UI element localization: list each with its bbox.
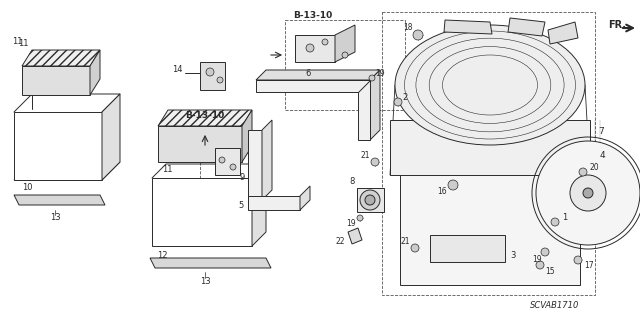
Polygon shape xyxy=(242,110,252,162)
Text: 19: 19 xyxy=(375,70,385,78)
Text: 17: 17 xyxy=(584,262,594,271)
Circle shape xyxy=(551,218,559,226)
Polygon shape xyxy=(215,148,240,175)
Text: 2: 2 xyxy=(402,93,407,102)
Polygon shape xyxy=(390,120,590,175)
Polygon shape xyxy=(252,164,266,246)
Polygon shape xyxy=(430,235,505,262)
Text: SCVAB1710: SCVAB1710 xyxy=(530,300,579,309)
Text: 13: 13 xyxy=(50,213,60,222)
Polygon shape xyxy=(444,20,492,34)
Circle shape xyxy=(570,175,606,211)
Circle shape xyxy=(579,168,587,176)
Text: 4: 4 xyxy=(600,151,605,160)
Polygon shape xyxy=(358,80,370,140)
Text: FR.: FR. xyxy=(608,20,626,30)
Polygon shape xyxy=(508,18,545,36)
Text: 22: 22 xyxy=(335,238,345,247)
Text: 9: 9 xyxy=(240,174,245,182)
Polygon shape xyxy=(335,25,355,62)
Circle shape xyxy=(574,256,582,264)
Text: B-13-10: B-13-10 xyxy=(185,110,224,120)
Text: 8: 8 xyxy=(349,177,355,187)
Polygon shape xyxy=(256,80,370,92)
Circle shape xyxy=(306,44,314,52)
Circle shape xyxy=(536,141,640,245)
Text: 14: 14 xyxy=(173,65,183,75)
Polygon shape xyxy=(370,70,380,140)
Circle shape xyxy=(448,180,458,190)
Text: 21: 21 xyxy=(360,152,370,160)
Circle shape xyxy=(342,52,348,58)
Text: 21: 21 xyxy=(401,238,410,247)
Polygon shape xyxy=(158,110,252,126)
Polygon shape xyxy=(14,112,102,180)
Text: 6: 6 xyxy=(305,70,310,78)
Circle shape xyxy=(371,158,379,166)
Polygon shape xyxy=(200,62,225,90)
Text: 11: 11 xyxy=(162,166,173,174)
Polygon shape xyxy=(256,70,380,80)
Polygon shape xyxy=(22,50,100,66)
Polygon shape xyxy=(90,50,100,95)
Text: 20: 20 xyxy=(590,164,600,173)
Polygon shape xyxy=(248,196,300,210)
Circle shape xyxy=(536,261,544,269)
Circle shape xyxy=(206,68,214,76)
Circle shape xyxy=(413,30,423,40)
Text: 7: 7 xyxy=(598,128,604,137)
Polygon shape xyxy=(14,195,105,205)
Polygon shape xyxy=(348,228,362,244)
Circle shape xyxy=(230,164,236,170)
Circle shape xyxy=(322,39,328,45)
Polygon shape xyxy=(248,130,262,200)
Text: 18: 18 xyxy=(403,24,413,33)
Text: 3: 3 xyxy=(510,250,515,259)
Polygon shape xyxy=(22,66,90,95)
Text: 11: 11 xyxy=(18,39,29,48)
Polygon shape xyxy=(150,258,271,268)
Polygon shape xyxy=(300,186,310,210)
Circle shape xyxy=(365,195,375,205)
Text: 15: 15 xyxy=(545,268,555,277)
Circle shape xyxy=(411,244,419,252)
Text: B-13-10: B-13-10 xyxy=(293,11,332,20)
Circle shape xyxy=(583,188,593,198)
Polygon shape xyxy=(102,94,120,180)
Polygon shape xyxy=(357,188,384,212)
Polygon shape xyxy=(158,126,242,162)
Text: 10: 10 xyxy=(22,183,33,192)
Text: 13: 13 xyxy=(200,278,211,286)
Circle shape xyxy=(357,215,363,221)
Polygon shape xyxy=(548,22,578,44)
Polygon shape xyxy=(14,162,120,180)
Circle shape xyxy=(369,75,375,81)
Text: 12: 12 xyxy=(157,250,168,259)
Text: 19: 19 xyxy=(346,219,356,228)
Text: 16: 16 xyxy=(437,187,447,196)
Circle shape xyxy=(541,248,549,256)
Ellipse shape xyxy=(395,25,585,145)
Text: 19: 19 xyxy=(532,256,542,264)
Polygon shape xyxy=(400,165,580,285)
Polygon shape xyxy=(152,178,252,246)
Text: 11: 11 xyxy=(12,38,22,47)
Circle shape xyxy=(394,98,402,106)
Polygon shape xyxy=(295,35,335,62)
Text: 5: 5 xyxy=(239,202,244,211)
Circle shape xyxy=(217,77,223,83)
Circle shape xyxy=(219,157,225,163)
Polygon shape xyxy=(262,120,272,200)
Text: 1: 1 xyxy=(562,213,567,222)
Circle shape xyxy=(360,190,380,210)
